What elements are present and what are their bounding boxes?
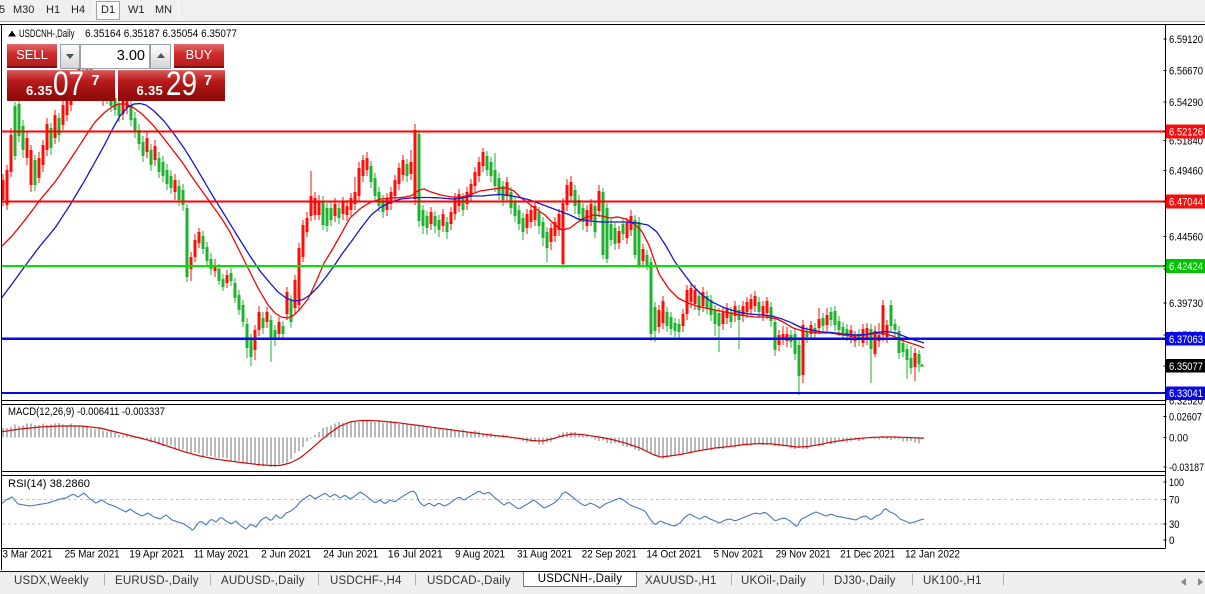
svg-text:6.52126: 6.52126 — [1169, 127, 1203, 139]
svg-text:9 Aug 2021: 9 Aug 2021 — [455, 549, 505, 561]
svg-text:0.00: 0.00 — [1169, 433, 1188, 445]
svg-text:6.39730: 6.39730 — [1169, 298, 1203, 310]
svg-text:29 Nov 2021: 29 Nov 2021 — [776, 549, 831, 561]
svg-text:6.37063: 6.37063 — [1169, 334, 1203, 346]
svg-text:24 Jun 2021: 24 Jun 2021 — [323, 549, 378, 561]
svg-text:100: 100 — [1169, 477, 1184, 489]
svg-text:12 Jan 2022: 12 Jan 2022 — [905, 549, 960, 561]
svg-text:6.35077: 6.35077 — [1169, 361, 1203, 373]
svg-text:22 Sep 2021: 22 Sep 2021 — [582, 549, 637, 561]
svg-text:6.59120: 6.59120 — [1169, 34, 1203, 46]
svg-text:5 Nov 2021: 5 Nov 2021 — [714, 549, 764, 561]
svg-text:6.33041: 6.33041 — [1169, 388, 1203, 400]
svg-text:RSI(14) 38.2860: RSI(14) 38.2860 — [8, 478, 90, 490]
svg-text:14 Oct 2021: 14 Oct 2021 — [646, 549, 701, 561]
svg-text:31 Aug 2021: 31 Aug 2021 — [517, 549, 572, 561]
svg-text:16 Jul 2021: 16 Jul 2021 — [388, 549, 443, 561]
svg-text:6.56670: 6.56670 — [1169, 66, 1203, 78]
svg-text:USDCNH-,Daily: USDCNH-,Daily — [19, 28, 75, 40]
svg-text:11 May 2021: 11 May 2021 — [194, 549, 249, 561]
svg-text:6.54290: 6.54290 — [1169, 97, 1203, 109]
svg-text:70: 70 — [1169, 494, 1180, 506]
svg-text:MACD(12,26,9) -0.006411 -0.003: MACD(12,26,9) -0.006411 -0.003337 — [8, 406, 165, 418]
svg-text:25 Mar 2021: 25 Mar 2021 — [65, 549, 120, 561]
svg-text:6.35164 6.35187 6.35054 6.3507: 6.35164 6.35187 6.35054 6.35077 — [85, 28, 237, 40]
svg-text:21 Dec 2021: 21 Dec 2021 — [840, 549, 895, 561]
svg-text:6.44560: 6.44560 — [1169, 231, 1203, 243]
svg-text:6.51840: 6.51840 — [1169, 136, 1203, 148]
svg-text:0: 0 — [1169, 535, 1175, 547]
svg-text:2 Jun 2021: 2 Jun 2021 — [261, 549, 311, 561]
svg-text:6.42424: 6.42424 — [1169, 261, 1203, 273]
svg-text:19 Apr 2021: 19 Apr 2021 — [129, 549, 184, 561]
svg-text:3 Mar 2021: 3 Mar 2021 — [3, 549, 53, 561]
svg-text:6.49460: 6.49460 — [1169, 166, 1203, 178]
svg-text:6.47044: 6.47044 — [1169, 197, 1203, 209]
svg-text:0.02607: 0.02607 — [1169, 412, 1202, 424]
svg-text:-0.03187: -0.03187 — [1169, 462, 1204, 474]
svg-text:30: 30 — [1169, 519, 1180, 531]
